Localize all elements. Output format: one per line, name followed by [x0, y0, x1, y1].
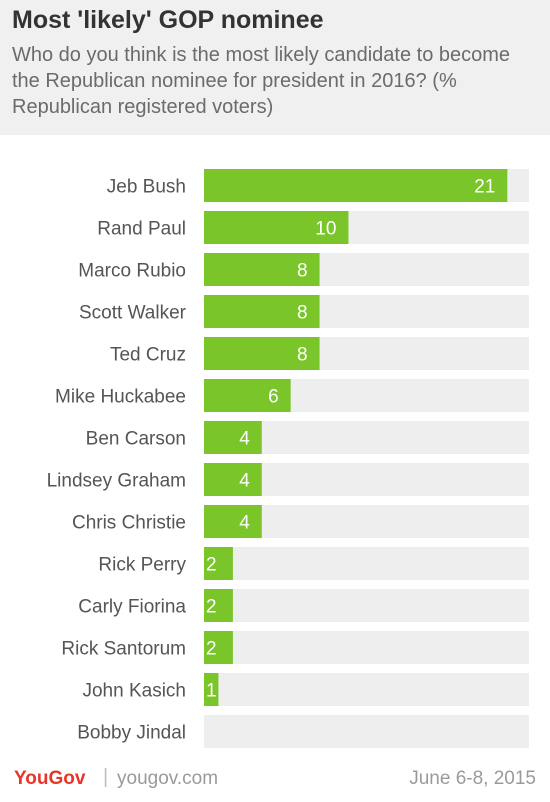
bar: [204, 463, 262, 496]
bar-track: [204, 673, 529, 706]
bar-row: Scott Walker 8: [79, 295, 529, 328]
bar-row: Carly Fiorina 2: [78, 589, 529, 622]
category-label: John Kasich: [82, 681, 186, 702]
bar-row: Chris Christie 4: [72, 505, 529, 538]
value-label: 4: [239, 471, 250, 492]
category-label: Chris Christie: [72, 513, 186, 534]
yougov-logo: YouGov: [14, 768, 86, 789]
value-label: 8: [297, 303, 308, 324]
bar-track: [204, 631, 529, 664]
bar-row: Rick Santorum 2: [61, 631, 529, 664]
value-label: 21: [474, 177, 495, 198]
bar: [204, 253, 320, 286]
footer-site-link[interactable]: yougov.com: [117, 768, 219, 789]
chart-title: Most 'likely' GOP nominee: [12, 6, 324, 34]
category-label: Ted Cruz: [110, 345, 186, 366]
bar-track: [204, 715, 529, 748]
bar: [204, 379, 291, 412]
bar: [204, 505, 262, 538]
bar-row: Marco Rubio 8: [78, 253, 529, 286]
value-label: 4: [239, 429, 250, 450]
bar: [204, 673, 219, 706]
bar-track: [204, 589, 529, 622]
bar-row: Lindsey Graham 4: [47, 463, 529, 496]
value-label: 1: [206, 681, 217, 702]
bar-row: Bobby Jindal: [77, 715, 529, 748]
bar-row: Rand Paul 10: [97, 211, 529, 244]
category-label: Scott Walker: [79, 303, 187, 324]
category-label: Rick Santorum: [61, 639, 186, 660]
bar-row: Ben Carson 4: [86, 421, 529, 454]
value-label: 10: [315, 219, 336, 240]
value-label: 4: [239, 513, 250, 534]
bar: [204, 211, 349, 244]
chart-subtitle: Who do you think is the most likely cand…: [12, 44, 511, 118]
footer-date: June 6-8, 2015: [409, 768, 536, 789]
bar: [204, 169, 508, 202]
value-label: 6: [268, 387, 279, 408]
value-label: 8: [297, 261, 308, 282]
category-label: Jeb Bush: [107, 177, 186, 198]
category-label: Mike Huckabee: [55, 387, 186, 408]
value-label: 8: [297, 345, 308, 366]
chart-header: Most 'likely' GOP nominee Who do you thi…: [0, 0, 550, 135]
bar-row: Mike Huckabee 6: [55, 379, 529, 412]
category-label: Carly Fiorina: [78, 597, 186, 618]
value-label: 2: [206, 597, 217, 618]
category-label: Ben Carson: [86, 429, 186, 450]
category-label: Lindsey Graham: [47, 471, 186, 492]
category-label: Marco Rubio: [78, 261, 186, 282]
category-label: Rick Perry: [98, 555, 186, 576]
bar: [204, 295, 320, 328]
footer-separator: |: [103, 766, 109, 788]
bar-track: [204, 547, 529, 580]
bar-row: Jeb Bush 21: [107, 169, 529, 202]
bar: [204, 547, 233, 580]
category-label: Bobby Jindal: [77, 723, 186, 744]
bar-row: Rick Perry 2: [98, 547, 529, 580]
bar: [204, 631, 233, 664]
bar: [204, 337, 320, 370]
category-label: Rand Paul: [97, 219, 186, 240]
value-label: 2: [206, 555, 217, 576]
value-label: 2: [206, 639, 217, 660]
bar: [204, 421, 262, 454]
bar-row: John Kasich 1: [82, 673, 529, 706]
bar: [204, 589, 233, 622]
bar-row: Ted Cruz 8: [110, 337, 529, 370]
